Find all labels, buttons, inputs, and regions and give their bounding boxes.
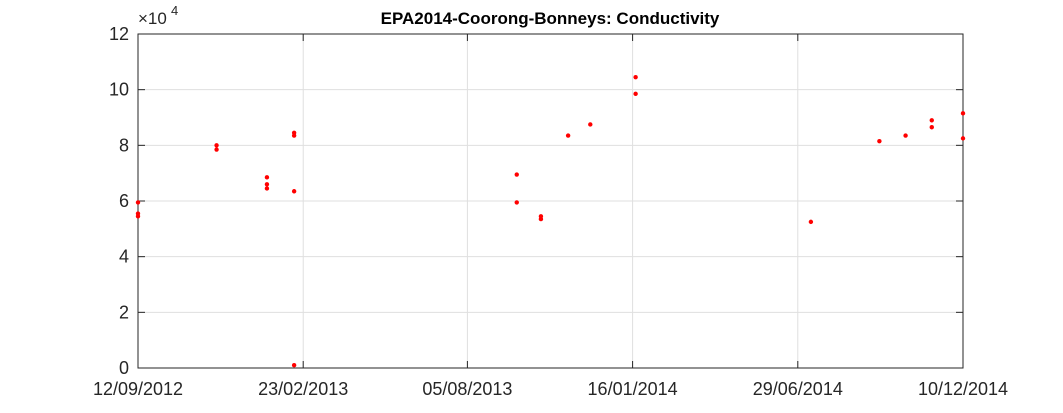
y-tick-label: 12 <box>109 24 129 44</box>
y-exponent-label: ×10 4 <box>138 3 178 28</box>
data-point <box>135 214 141 219</box>
data-point <box>514 200 519 205</box>
svg-text:×10: ×10 <box>138 9 167 28</box>
data-point <box>588 122 593 127</box>
y-tick-label: 4 <box>119 247 129 267</box>
data-point <box>808 219 814 225</box>
y-tick-label: 8 <box>119 135 129 155</box>
y-tick-label: 6 <box>119 191 129 211</box>
x-tick-labels: 12/09/2012 23/02/2013 05/08/2013 16/01/2014… <box>93 379 1008 399</box>
x-tick-label: 05/08/2013 <box>422 379 512 399</box>
data-point <box>960 111 966 116</box>
data-point <box>264 175 270 180</box>
data-point <box>633 91 638 97</box>
data-points <box>135 74 966 368</box>
x-tick-label: 10/12/2014 <box>918 379 1008 399</box>
data-point <box>291 133 297 138</box>
data-point <box>214 143 219 148</box>
y-exponent-value: 4 <box>171 3 178 18</box>
data-point <box>538 216 544 222</box>
data-point <box>903 133 908 138</box>
x-tick-label: 29/06/2014 <box>753 379 843 399</box>
y-tick-label: 2 <box>119 302 129 322</box>
data-point <box>214 147 219 152</box>
grid-lines <box>138 34 963 368</box>
x-tick-label: 23/02/2013 <box>258 379 348 399</box>
data-point <box>135 200 141 205</box>
axis-ticks <box>137 33 964 369</box>
x-tick-label: 16/01/2014 <box>588 379 678 399</box>
data-point <box>929 118 934 123</box>
chart-title: EPA2014-Coorong-Bonneys: Conductivity <box>381 9 720 28</box>
y-tick-label: 0 <box>119 358 129 378</box>
x-tick-label: 12/09/2012 <box>93 379 183 399</box>
data-point <box>565 133 571 138</box>
data-point <box>264 182 270 187</box>
data-point <box>960 136 966 141</box>
y-tick-label: 10 <box>109 80 129 100</box>
data-point <box>877 138 882 144</box>
data-point <box>633 74 638 80</box>
data-point <box>929 125 934 130</box>
data-point <box>514 172 519 177</box>
data-point <box>291 189 297 194</box>
data-point <box>291 363 297 368</box>
data-point <box>264 186 270 191</box>
y-tick-labels: 0 2 4 6 8 10 12 <box>109 24 129 378</box>
